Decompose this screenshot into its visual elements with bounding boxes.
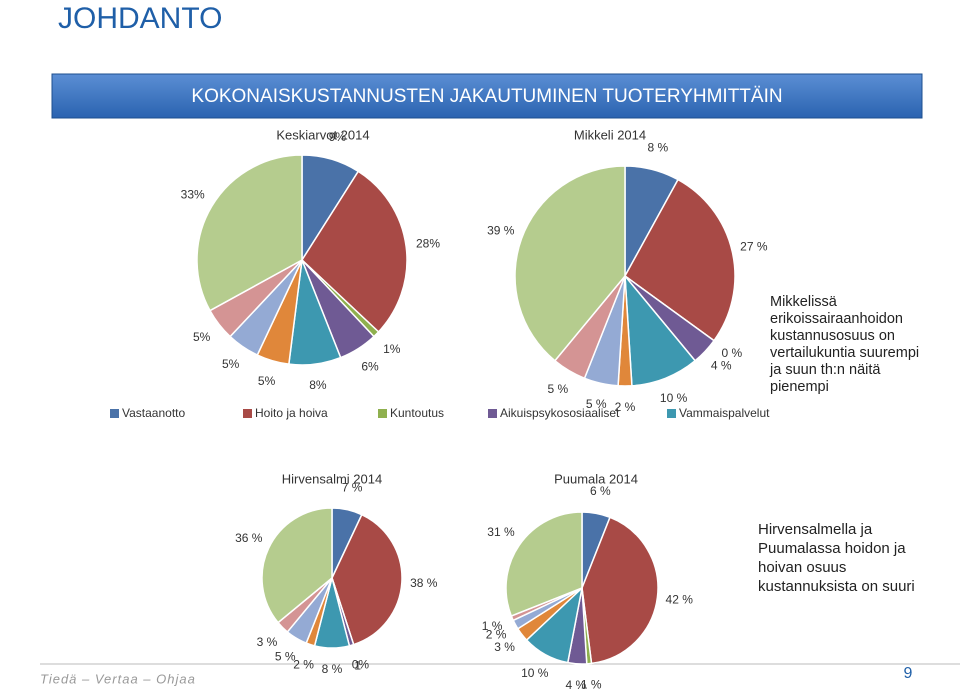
- pie-slice: [624, 178, 736, 342]
- data-label: 2 %: [486, 627, 507, 641]
- note-line: pienempi: [770, 379, 829, 395]
- note-line: vertailukuntia suurempi: [770, 345, 919, 361]
- data-label: 33%: [181, 188, 205, 202]
- pie-slice: [301, 170, 408, 333]
- legend-swatch: [378, 409, 387, 418]
- pie-slice: [261, 507, 333, 624]
- footer: Tiedä – Vertaa – Ohjaa: [40, 671, 196, 686]
- data-label: 9%: [329, 130, 347, 144]
- data-label: 6 %: [590, 484, 611, 498]
- legend-swatch: [243, 409, 252, 418]
- legend-swatch: [667, 409, 676, 418]
- data-label: 10 %: [660, 391, 688, 405]
- legend-label: Vammaispalvelut: [679, 406, 770, 420]
- data-label: 3 %: [494, 640, 515, 654]
- data-label: 1: [354, 659, 361, 673]
- pie-slice: [581, 516, 659, 665]
- data-label: 5 %: [586, 397, 607, 411]
- note-line: kustannusosuus on: [770, 328, 895, 344]
- data-label: 6%: [361, 359, 379, 373]
- chart-title: Keskiarvot 2014: [276, 127, 369, 142]
- note-line: Mikkelissä: [770, 294, 838, 310]
- data-label: 42 %: [666, 592, 694, 606]
- legend-label: Vastaanotto: [122, 406, 185, 420]
- data-label: 7 %: [342, 480, 363, 494]
- legend-swatch: [110, 409, 119, 418]
- banner-text: KOKONAISKUSTANNUSTEN JAKAUTUMINEN TUOTER…: [191, 86, 782, 107]
- legend-swatch: [488, 409, 497, 418]
- pie-slice: [514, 165, 626, 362]
- note-line: kustannuksista on suuri: [758, 578, 915, 595]
- data-label: 5%: [222, 357, 240, 371]
- chart-title: Mikkeli 2014: [574, 127, 646, 142]
- note-line: Hirvensalmella ja: [758, 521, 873, 538]
- data-label: 31 %: [487, 525, 515, 539]
- data-label: 27 %: [740, 239, 768, 253]
- pie-slice: [196, 154, 303, 312]
- legend-label: Kuntoutus: [390, 406, 444, 420]
- banner-box: [51, 73, 923, 119]
- data-label: 39 %: [487, 223, 515, 237]
- data-label: 4 %: [566, 678, 587, 692]
- legend-label: Aikuispsykososiaaliset: [500, 406, 620, 420]
- pie-slice: [331, 513, 403, 646]
- data-label: 1 %: [581, 678, 602, 692]
- data-label: 8%: [309, 378, 327, 392]
- data-label: 5 %: [275, 649, 296, 663]
- pie-slice: [505, 511, 583, 617]
- data-label: 38 %: [410, 576, 438, 590]
- page-number: 9: [904, 665, 913, 682]
- data-label: 3 %: [257, 635, 278, 649]
- data-label: 1 %: [482, 619, 503, 633]
- data-label: 4 %: [711, 359, 732, 373]
- slide-title: JOHDANTO: [58, 2, 222, 35]
- data-label: 5%: [193, 330, 211, 344]
- data-label: 5 %: [547, 382, 568, 396]
- data-label: 8 %: [322, 662, 343, 676]
- data-label: 10 %: [521, 666, 549, 680]
- data-label: 8 %: [647, 140, 668, 154]
- note-line: hoivan osuus: [758, 559, 846, 576]
- chart-title: Hirvensalmi 2014: [282, 471, 382, 486]
- legend-label: Hoito ja hoiva: [255, 406, 328, 420]
- chart-title: Puumala 2014: [554, 471, 638, 486]
- data-label: 2 %: [293, 658, 314, 672]
- data-label: 36 %: [235, 531, 263, 545]
- note-line: Puumalassa hoidon ja: [758, 540, 906, 557]
- data-label: 2 %: [615, 400, 636, 414]
- data-label: 28%: [416, 236, 440, 250]
- data-label: 5%: [258, 374, 276, 388]
- note-line: erikoissairaanhoidon: [770, 311, 903, 327]
- data-label: 0 %: [721, 346, 742, 360]
- data-label: 1%: [383, 342, 401, 356]
- data-label: 0%: [352, 658, 370, 672]
- note-line: ja suun th:n näitä: [769, 362, 881, 378]
